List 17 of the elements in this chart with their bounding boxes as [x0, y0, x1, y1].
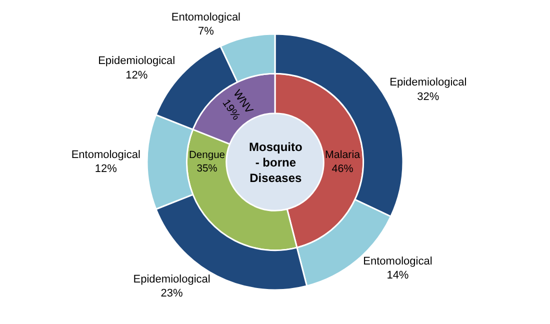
data-label: 7%: [198, 26, 214, 38]
data-label: 12%: [126, 69, 148, 82]
slice-label: Entomological: [171, 11, 241, 24]
slice-label: Epidemiological: [98, 55, 176, 68]
data-label: 23%: [160, 288, 184, 300]
slice-label: Malaria: [324, 148, 360, 161]
data-label: 14%: [386, 270, 409, 282]
text: Mosquito - borne Diseases: [249, 140, 302, 186]
data-label: 35%: [196, 163, 218, 174]
data-label: 32%: [417, 90, 440, 103]
slice-label: Dengue: [189, 150, 226, 162]
slice-label: Epidemiological: [390, 76, 467, 88]
data-label: 12%: [94, 163, 118, 176]
slice-label: Epidemiological: [133, 273, 210, 286]
slice-label: Entomological: [363, 255, 432, 268]
slice-label: Entomological: [71, 148, 140, 161]
data-label: 46%: [332, 162, 354, 175]
